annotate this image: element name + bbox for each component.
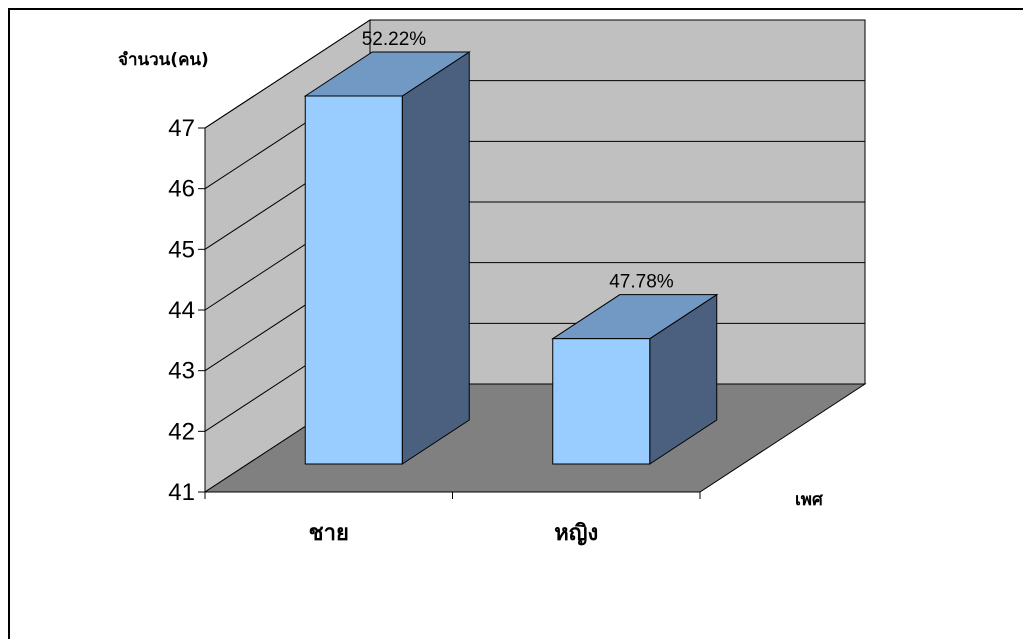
y-axis: 41 42 43 44 45 46 47	[168, 115, 206, 506]
bar-front	[552, 338, 651, 465]
y-tick-label: 43	[168, 358, 195, 385]
bar-side	[401, 51, 470, 465]
data-label: 52.22%	[362, 29, 427, 50]
x-axis-title: เพศ	[795, 490, 824, 510]
x-category-label: หญิง	[554, 521, 598, 546]
gridline	[204, 19, 865, 129]
bar-2: 47.78%	[551, 272, 719, 465]
y-tick-label: 41	[168, 479, 195, 506]
y-axis-title: จำนวน(คน)	[118, 50, 209, 70]
y-tick-label: 45	[168, 236, 195, 263]
x-category-label: ชาย	[309, 521, 349, 546]
x-axis: ชาย หญิง	[204, 491, 701, 546]
y-tick-label: 46	[168, 176, 195, 203]
bar-1: 52.22%	[303, 29, 471, 465]
bars: 52.22% 47.78%	[303, 29, 719, 465]
y-tick-label: 47	[168, 115, 195, 142]
chart-walls	[203, 19, 867, 493]
y-tick-label: 42	[168, 418, 195, 445]
y-tick-label: 44	[168, 297, 195, 324]
data-label: 47.78%	[609, 272, 674, 293]
bar-front	[304, 95, 403, 465]
